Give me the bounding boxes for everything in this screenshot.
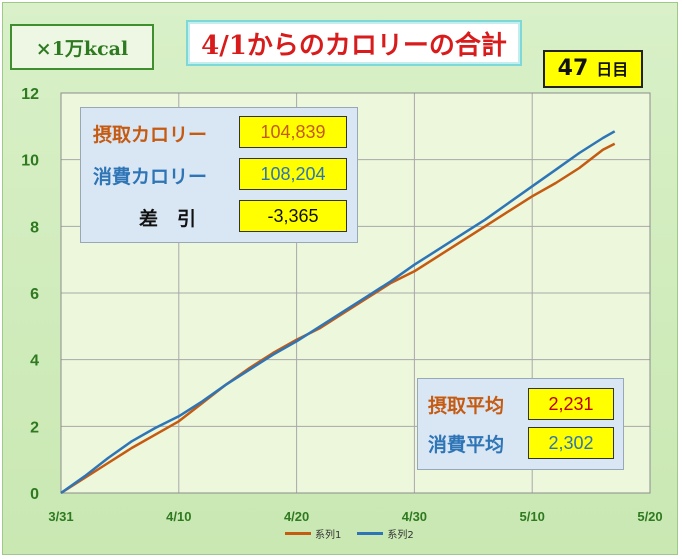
legend-item-series1: 系列1 [285,526,341,541]
x-tick-label: 5/10 [520,509,545,524]
intake-total-value: 104,839 [239,116,347,148]
y-tick-label: 12 [21,86,39,103]
burn-average-label: 消費平均 [428,433,505,456]
burn-total-value: 108,204 [239,158,347,190]
legend-swatch-series1 [285,532,311,535]
series-line-1 [60,142,616,495]
plot-border [60,92,651,494]
burn-total-label: 消費カロリー [93,165,208,188]
y-tick-label: 2 [30,419,39,436]
legend-swatch-series2 [357,532,384,535]
burn-average-value: 2,302 [528,427,614,459]
intake-average-label: 摂取平均 [428,394,505,417]
difference-value: -3,365 [239,200,347,232]
averages-panel: 摂取平均 2,231 消費平均 2,302 [417,378,624,470]
legend-label-series2: 系列2 [387,530,414,541]
intake-total-label: 摂取カロリー [93,123,208,146]
y-tick-label: 6 [30,286,39,303]
difference-label: 差 引 [139,207,197,230]
y-tick-label: 10 [21,153,39,170]
intake-average-value: 2,231 [528,388,614,420]
x-tick-label: 3/31 [48,509,73,524]
x-tick-label: 4/20 [284,509,309,524]
x-tick-label: 5/20 [637,509,662,524]
y-tick-label: 8 [30,219,39,236]
x-tick-label: 4/10 [166,509,191,524]
y-tick-label: 4 [30,353,39,370]
day-count-box: 47 日目 [543,50,643,88]
legend-label-series1: 系列1 [315,530,342,541]
day-count-unit: 日目 [596,60,629,79]
totals-panel: 摂取カロリー 104,839 消費カロリー 108,204 差 引 -3,365 [80,107,358,243]
day-count-number: 47 [557,56,589,81]
y-tick-label: 0 [30,486,39,503]
x-tick-label: 4/30 [402,509,427,524]
chart-legend: 系列1 系列2 [285,526,414,541]
legend-item-series2: 系列2 [357,526,414,541]
unit-label: ×1万kcal [10,24,154,70]
chart-title: 4/1からのカロリーの合計 [186,20,522,66]
series-line-2 [60,130,616,495]
